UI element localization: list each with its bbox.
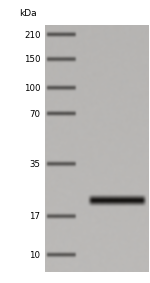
Text: 210: 210 (24, 31, 40, 40)
Text: 150: 150 (24, 55, 40, 64)
Text: 10: 10 (30, 250, 40, 260)
Text: kDa: kDa (20, 9, 37, 18)
Text: 100: 100 (24, 84, 40, 93)
Text: 35: 35 (30, 160, 40, 169)
Text: 70: 70 (30, 110, 40, 119)
Text: 17: 17 (30, 212, 40, 221)
